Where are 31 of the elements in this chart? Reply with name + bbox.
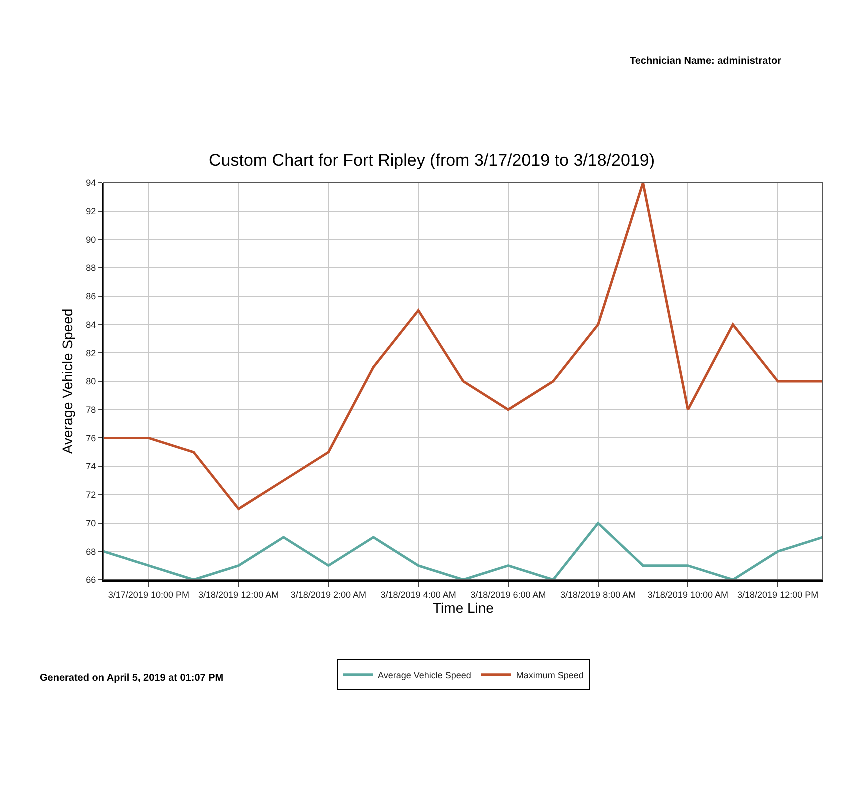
chart-title: Custom Chart for Fort Ripley (from 3/17/2019 to 3/18/2019): [209, 150, 655, 170]
y-tick-label: 94: [86, 178, 96, 188]
y-tick-label: 90: [86, 234, 96, 245]
y-tick-label: 70: [86, 518, 96, 528]
y-tick-label: 76: [86, 433, 96, 444]
x-tick-label: 3/18/2019 8:00 AM: [560, 590, 636, 600]
x-axis-title: Time Line: [433, 600, 494, 616]
y-tick-label: 84: [86, 320, 96, 330]
y-tick-label: 72: [86, 490, 96, 500]
y-axis-title: Average Vehicle Speed: [59, 308, 76, 454]
y-tick-label: 78: [86, 405, 96, 416]
text: Generated on April 5, 2019 at 01:07 PM: [40, 673, 224, 684]
legend-label: Average Vehicle Speed: [378, 670, 472, 680]
text: Technician Name: administrator: [630, 56, 782, 67]
line-series: [104, 183, 823, 510]
x-tick-label: 3/18/2019 6:00 AM: [470, 590, 546, 600]
y-tick-label: 80: [86, 376, 96, 387]
legend-label: Maximum Speed: [516, 670, 584, 680]
y-tick-label: 66: [86, 575, 96, 586]
y-tick-label: 74: [86, 462, 96, 472]
y-tick-label: 92: [86, 206, 96, 217]
x-tick-label: 3/18/2019 2:00 AM: [290, 590, 366, 600]
x-tick-label: 3/17/2019 10:00 PM: [108, 590, 190, 600]
y-tick-label: 82: [86, 348, 96, 358]
y-tick-label: 88: [86, 263, 96, 274]
x-tick-label: 3/18/2019 12:00 PM: [738, 590, 819, 600]
y-tick-label: 68: [86, 546, 96, 557]
x-tick-label: 3/18/2019 12:00 AM: [198, 590, 280, 600]
x-tick-label: 3/18/2019 4:00 AM: [380, 590, 456, 600]
x-tick-label: 3/18/2019 10:00 AM: [648, 590, 728, 600]
y-tick-label: 86: [86, 292, 96, 302]
